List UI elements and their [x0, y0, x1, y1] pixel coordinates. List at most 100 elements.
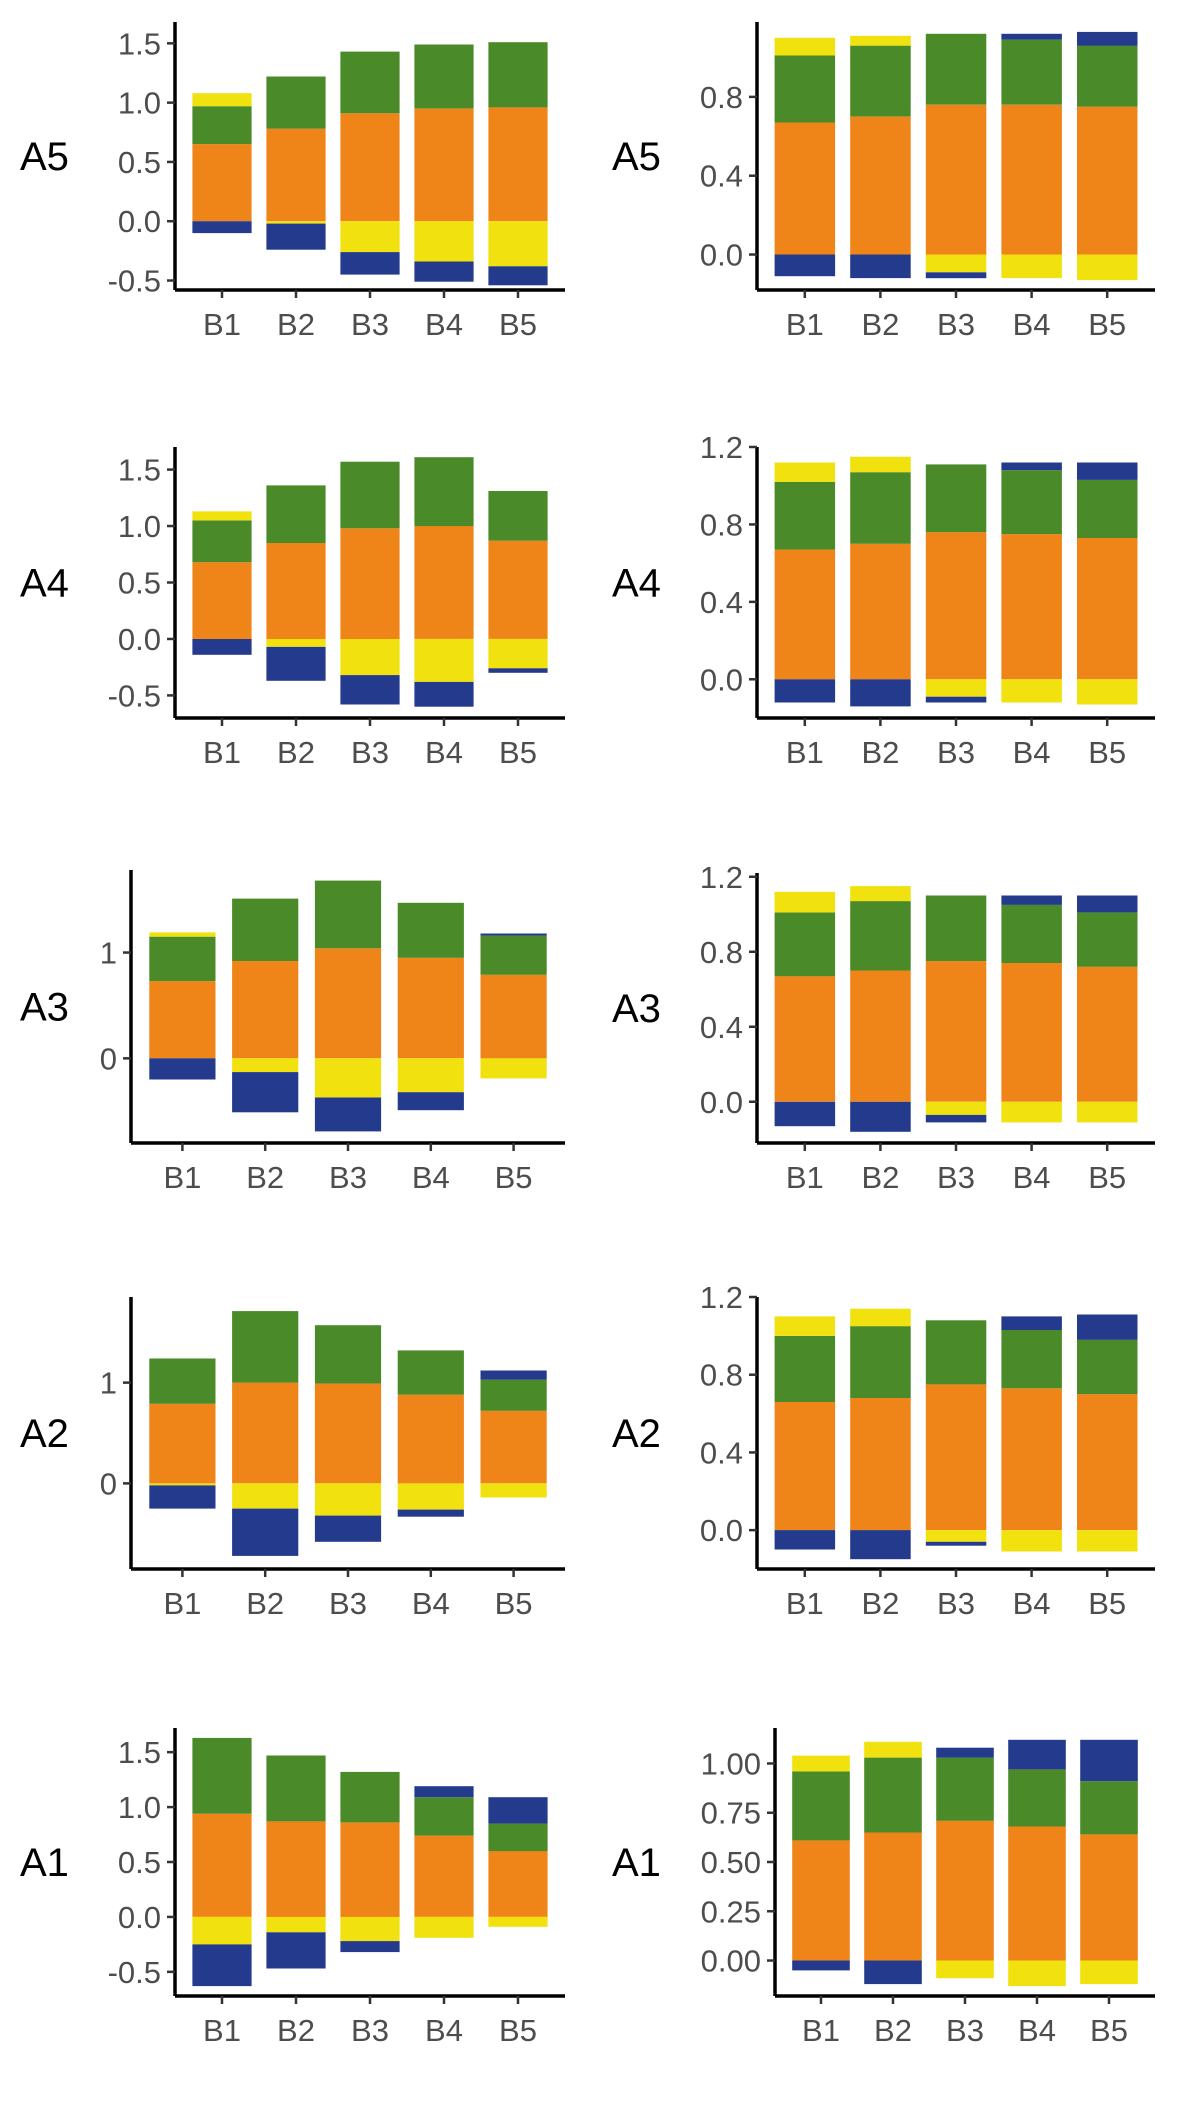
x-tick-label: B1: [163, 1586, 201, 1621]
bar-a3-left-b1-orange: [149, 981, 216, 1059]
bar-a4-left-b1-yellow-top: [192, 511, 252, 521]
bar-a4-right-b2-green: [850, 472, 911, 544]
bar-a2-right-b2-yellow-top: [850, 1308, 911, 1327]
x-tick-label: B3: [351, 735, 389, 770]
bar-a3-left-b4-orange: [397, 957, 464, 1059]
bar-a4-left-b2-green: [266, 485, 326, 543]
bar-a5-left-b1-blue-neg: [192, 221, 252, 234]
bar-a4-right-b3-orange: [925, 532, 987, 680]
panel-a1-left: -0.5 0.0 0.5 1.0 1.5 B1 B2 B3 B4 B5 A1: [20, 1728, 565, 2048]
x-tick-label: B1: [163, 1160, 201, 1195]
x-tick-label: B5: [499, 735, 537, 770]
bar-a4-left-b4-blue-neg: [414, 681, 474, 707]
bar-a2-left-b2-yellow-neg: [232, 1483, 299, 1509]
bar-a5-left-b5-green: [488, 42, 548, 108]
bar-a3-left-b5-orange: [480, 974, 547, 1059]
bar-a2-left-b1-orange: [149, 1403, 216, 1484]
bar-a5-left-b4-orange: [414, 108, 474, 222]
row-label: A5: [20, 135, 69, 179]
x-tick-label: B3: [329, 1586, 367, 1621]
bar-a2-right-b5-blue-top: [1077, 1314, 1138, 1340]
bar-a3-right-b2-yellow-top: [850, 886, 911, 902]
bar-a3-right-b1-orange: [774, 976, 836, 1102]
bar-a3-right-b3-green: [925, 895, 987, 962]
bar-a4-left-b4-yellow-neg: [414, 639, 474, 682]
bar-a2-left-b2-green: [232, 1311, 299, 1383]
bar-a2-right-b1-orange: [774, 1401, 836, 1531]
bar-a1-left-b1-green: [192, 1737, 252, 1814]
bar-a2-left-b1-yellow-neg: [149, 1483, 216, 1486]
bar-a5-left-b3-blue-neg: [340, 252, 400, 275]
bar-a5-left-b2-yellow-neg: [266, 221, 326, 224]
bar-a2-right-b3-yellow-neg: [925, 1530, 987, 1542]
bar-a3-right-b3-orange: [925, 961, 987, 1102]
bar-a5-right-b2-yellow-top: [850, 35, 911, 46]
bar-a1-right-b2-green: [864, 1757, 922, 1833]
bar-a2-right-b5-yellow-neg: [1077, 1530, 1138, 1552]
bar-a4-left-b3-blue-neg: [340, 675, 400, 705]
y-tick-label: 0.0: [118, 204, 161, 239]
bar-a1-right-b4-blue-top: [1008, 1739, 1066, 1770]
bar-a2-left-b3-blue-neg: [314, 1515, 382, 1542]
bar-a3-right-b1-yellow-top: [774, 891, 836, 913]
bar-a5-right-b2-blue-neg: [850, 254, 911, 279]
y-tick-label: 0.5: [118, 1845, 161, 1880]
x-tick-label: B1: [203, 2013, 241, 2048]
panel-a5-left: -0.5 0.0 0.5 1.0 1.5 B1 B2 B3 B4 B5 A5: [20, 22, 565, 342]
bar-a4-left-b5-blue-neg: [488, 668, 548, 673]
y-tick-label: 1.00: [701, 1746, 761, 1781]
bar-a3-left-b3-blue-neg: [314, 1097, 382, 1132]
y-tick-label: 0.4: [700, 1010, 743, 1045]
bar-a3-left-b2-blue-neg: [232, 1072, 299, 1113]
bar-a5-left-b2-orange: [266, 128, 326, 222]
y-tick-label: 1.2: [700, 430, 743, 465]
x-tick-label: B2: [861, 735, 899, 770]
y-tick-label: 0.0: [118, 622, 161, 657]
bar-a2-left-b5-orange: [480, 1410, 547, 1484]
bar-a4-right-b4-blue-top: [1001, 462, 1062, 471]
bar-a4-right-b5-blue-top: [1077, 462, 1138, 480]
bar-a1-left-b1-yellow-neg: [192, 1916, 252, 1945]
bar-a3-left-b2-yellow-neg: [232, 1058, 299, 1073]
bar-a3-left-b5-green: [480, 935, 547, 975]
bar-a4-right-b1-yellow-top: [774, 462, 836, 482]
x-tick-label: B5: [499, 2013, 537, 2048]
panel-a3-left: 0 1 B1 B2 B3 B4 B5 A3: [20, 870, 565, 1195]
bar-a1-right-b3-green: [936, 1757, 994, 1821]
bar-a5-right-b5-yellow-neg: [1077, 254, 1138, 281]
x-tick-label: B2: [861, 307, 899, 342]
bar-a1-right-b1-green: [792, 1771, 850, 1841]
bar-a1-right-b2-blue-neg: [864, 1960, 922, 1985]
x-tick-label: B5: [495, 1586, 533, 1621]
bar-a3-right-b4-yellow-neg: [1001, 1101, 1062, 1123]
bar-a2-right-b3-green: [925, 1320, 987, 1385]
bar-a2-left-b5-yellow-neg: [480, 1483, 547, 1498]
bar-a5-left-b4-blue-neg: [414, 261, 474, 282]
bar-a2-left-b1-blue-neg: [149, 1485, 216, 1509]
x-tick-label: B2: [861, 1160, 899, 1195]
bar-a1-left-b3-blue-neg: [340, 1941, 400, 1953]
bar-a4-left-b5-orange: [488, 540, 548, 639]
row-label: A1: [612, 1841, 661, 1885]
y-tick-label: 0.0: [700, 238, 743, 273]
y-tick-label: 1.2: [700, 1280, 743, 1315]
bar-a3-right-b3-yellow-neg: [925, 1101, 987, 1115]
bar-a1-right-b5-green: [1080, 1781, 1138, 1835]
y-tick-label: 0.0: [118, 1900, 161, 1935]
bar-a5-right-b1-green: [774, 55, 836, 123]
y-tick-label: 1.0: [118, 509, 161, 544]
bar-a1-right-b4-green: [1008, 1769, 1066, 1827]
bar-a4-right-b4-green: [1001, 470, 1062, 535]
bar-a3-right-b2-blue-neg: [850, 1101, 911, 1132]
x-tick-label: B3: [937, 735, 975, 770]
bar-a5-right-b5-green: [1077, 45, 1138, 107]
bar-a2-right-b2-orange: [850, 1398, 911, 1531]
x-tick-label: B1: [786, 735, 824, 770]
bar-a3-left-b5-yellow-neg: [480, 1058, 547, 1079]
bar-a1-left-b5-green: [488, 1823, 548, 1852]
y-tick-label: 0.4: [700, 1435, 743, 1470]
bar-a5-left-b4-green: [414, 44, 474, 109]
row-label: A4: [612, 562, 661, 606]
x-tick-label: B2: [246, 1160, 284, 1195]
